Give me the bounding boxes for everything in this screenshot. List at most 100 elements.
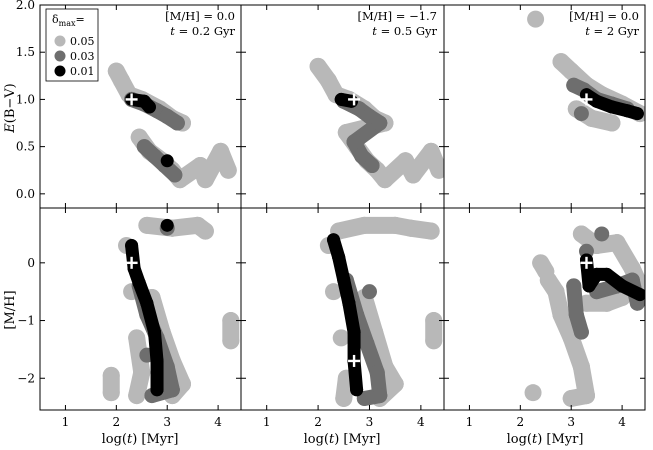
level-dark-col3-point (590, 94, 604, 108)
level-light-col2-point (425, 332, 443, 350)
level-mid-col2-point (354, 148, 370, 164)
level-mid-col1-point (136, 139, 152, 155)
level-light-col3-point (562, 389, 580, 407)
x-tick-label: 3 (567, 415, 575, 429)
legend: δmax= 0.05 0.03 0.01 (45, 8, 99, 82)
level-light-col3-point (547, 283, 565, 301)
level-light-col1-point (102, 384, 120, 402)
level-light-col1-point (133, 363, 151, 381)
level-mid-col1-point (169, 115, 185, 131)
level-dark-col3-point (600, 267, 614, 281)
best-fit-marker (348, 93, 361, 106)
level-dark-col1-point (160, 218, 174, 232)
legend-label-003: 0.03 (70, 50, 95, 63)
level-light-col2-point (402, 219, 420, 237)
level-light-col1-point (138, 216, 156, 234)
y-axis-title-bottom: [M/H] (3, 290, 18, 329)
annotation-col2-mh: [M/H] = −1.7 (357, 9, 437, 23)
level-light-col3-point (524, 384, 542, 402)
best-fit-marker (348, 354, 361, 367)
y-tick-label-top: 2.0 (16, 0, 35, 12)
x-tick-label: 4 (214, 415, 222, 429)
level-dark-col3-point (605, 100, 619, 114)
level-dark-col1-point (125, 239, 139, 253)
level-dark-col2-point (327, 233, 341, 247)
x-axis-title-col1: log(t) [Myr] (102, 432, 179, 447)
legend-label-001: 0.01 (70, 65, 95, 78)
level-dark-col3-point (615, 279, 629, 293)
level-light-col3-point (608, 234, 626, 252)
level-mid-col3-point (594, 226, 610, 242)
level-mid-col3-point (568, 307, 584, 323)
annotation-col1-mh: [M/H] = 0.0 (165, 9, 235, 23)
legend-label-005: 0.05 (70, 35, 95, 48)
y-tick-label-bottom: −1 (17, 314, 35, 328)
level-light-col2-point (396, 152, 414, 170)
x-tick-label: 4 (618, 415, 626, 429)
legend-swatch-005 (54, 35, 66, 47)
legend-title: δmax= (52, 13, 85, 28)
level-light-col2-point (386, 375, 404, 393)
level-dark-col1-point (127, 262, 141, 276)
x-tick-label: 3 (366, 415, 374, 429)
level-dark-col1-point (150, 354, 164, 368)
level-dark-col2-point (347, 325, 361, 339)
legend-swatch-003 (54, 50, 66, 62)
level-dark-col2-point (342, 296, 356, 310)
panel-mh-col1 (102, 216, 240, 405)
level-light-col1-point (222, 332, 240, 350)
level-light-col1-point (212, 142, 230, 160)
level-mid-col2-point (364, 158, 380, 174)
panel-mh-col2 (319, 216, 443, 407)
data-points-layer (102, 10, 645, 407)
level-dark-col2-point (337, 273, 351, 287)
level-light-col1-point (196, 222, 214, 240)
level-light-col2-point (425, 312, 443, 330)
level-dark-col2-point (334, 92, 348, 106)
level-mid-col1-point (164, 382, 180, 398)
panel-ebv-col2 (309, 57, 444, 189)
level-dark-col3-point (630, 107, 644, 121)
annotation-col3-age: t = 2 Gyr (585, 24, 639, 38)
y-tick-label-top: 0.5 (16, 140, 35, 154)
panel-ebv-col3 (527, 10, 645, 132)
x-tick-label: 1 (62, 415, 70, 429)
y-tick-label-top: 1.5 (16, 45, 35, 59)
annotation-col2-age: t = 0.5 Gyr (372, 24, 437, 38)
y-tick-label-bottom: −2 (17, 371, 35, 385)
level-dark-col2-point (350, 383, 364, 397)
level-mid-col1-point (167, 167, 183, 183)
level-mid-col2-point (361, 284, 377, 300)
level-light-col1-point (112, 72, 130, 90)
level-dark-col3-point (582, 279, 596, 293)
level-mid-col3-point (573, 106, 589, 122)
best-fit-marker (580, 93, 593, 106)
level-light-col3-point (572, 358, 590, 376)
level-dark-col1-point (160, 154, 174, 168)
level-dark-col1-point (140, 296, 154, 310)
level-mid-col2-point (372, 115, 388, 131)
legend-swatch-001 (54, 65, 66, 77)
annotation-col1-age: t = 0.2 Gyr (170, 24, 235, 38)
level-light-col2-point (319, 72, 337, 90)
level-dark-col1-point (150, 383, 164, 397)
level-light-col2-point (332, 329, 350, 347)
x-tick-label: 1 (263, 415, 271, 429)
level-dark-col1-point (147, 325, 161, 339)
level-light-col1-point (102, 366, 120, 384)
level-light-col2-point (422, 142, 440, 160)
level-light-col3-point (552, 306, 570, 324)
level-light-col3-point (527, 10, 545, 28)
level-light-col1-point (219, 161, 237, 179)
level-light-col2-point (325, 283, 343, 301)
level-dark-col1-point (142, 100, 156, 114)
x-tick-label: 4 (417, 415, 425, 429)
level-light-col1-point (128, 329, 146, 347)
level-dark-col3-point (590, 267, 604, 281)
level-light-col2-point (386, 216, 404, 234)
legend-frame (45, 8, 99, 82)
level-light-col3-point (598, 294, 616, 312)
level-light-col1-point (196, 171, 214, 189)
level-dark-col3-point (620, 104, 634, 118)
